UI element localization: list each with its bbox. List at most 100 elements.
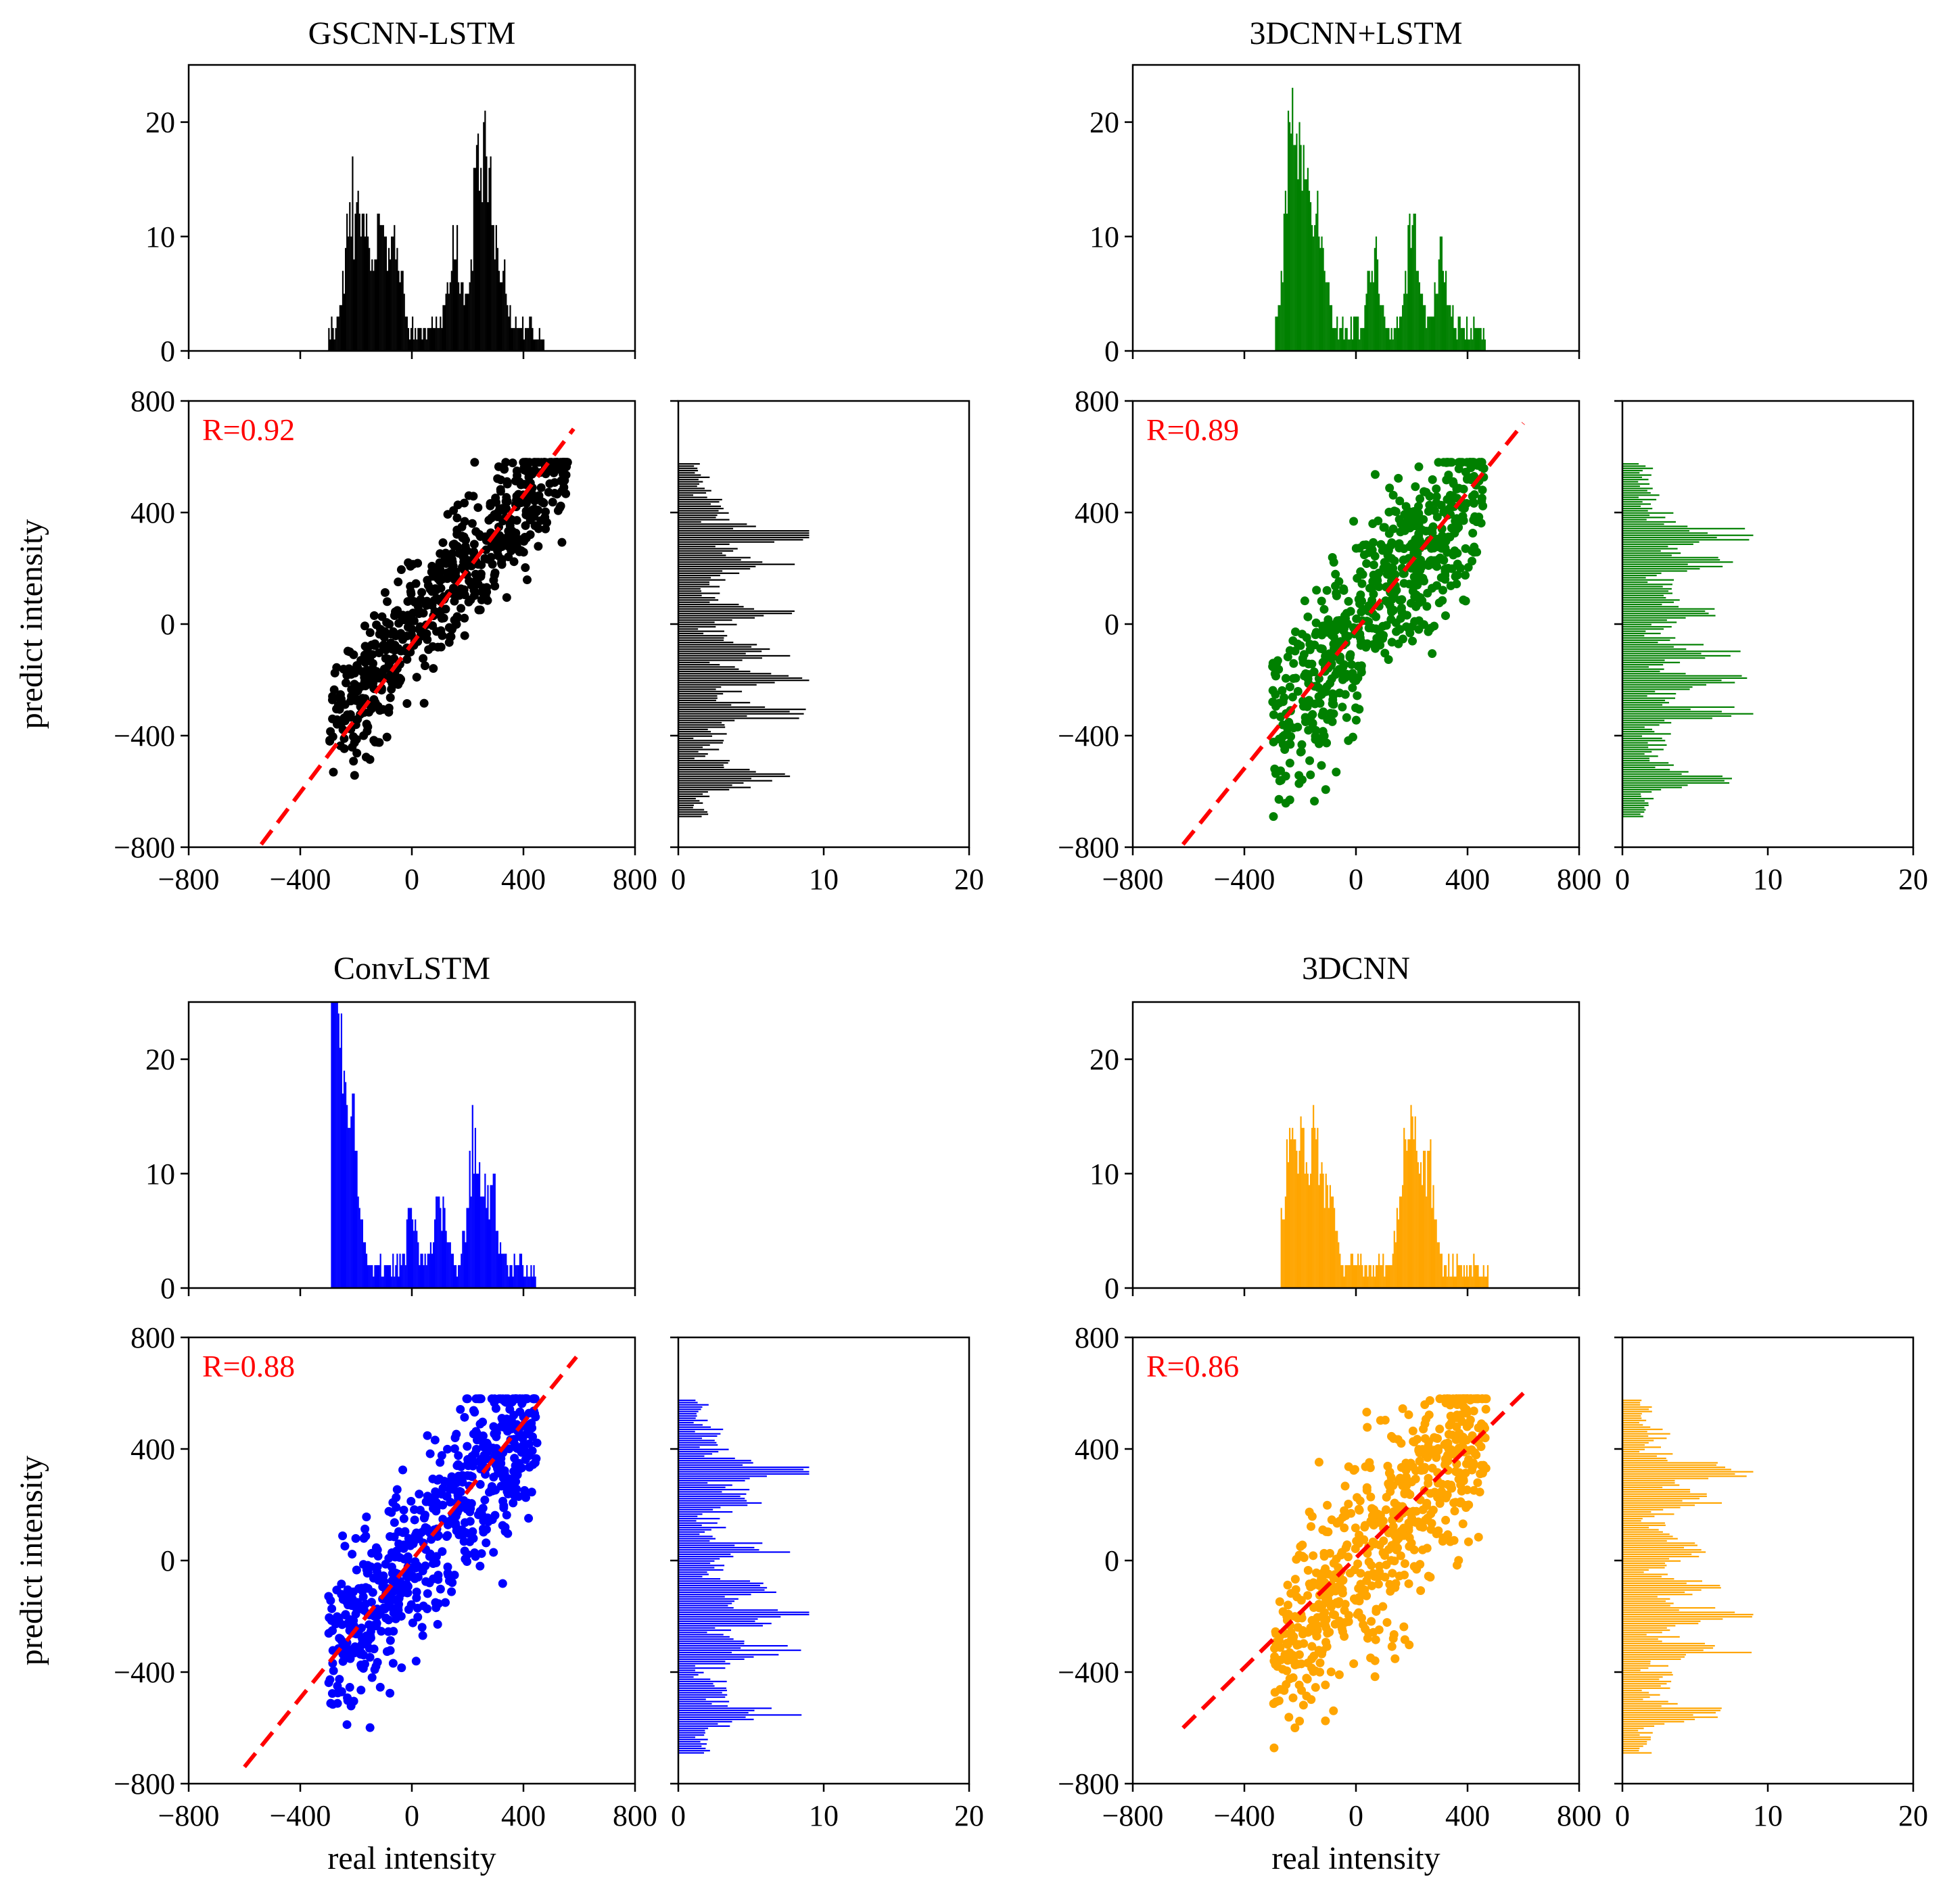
- right-hist-bar: [678, 1620, 755, 1622]
- scatter-point: [1432, 1529, 1441, 1538]
- right-hist-bar: [1622, 1587, 1721, 1589]
- top-hist-bar: [1293, 1139, 1295, 1288]
- scatter-point: [1387, 554, 1397, 563]
- y-tick-label: −800: [1058, 1767, 1119, 1801]
- top-hist-bar: [371, 1265, 373, 1288]
- scatter-point: [548, 498, 557, 507]
- right-hist-bar: [1622, 1437, 1667, 1439]
- right-hist-bar: [678, 706, 766, 708]
- top-hist-bar: [329, 339, 331, 351]
- top-hist-bar: [1470, 1265, 1472, 1288]
- top-hist-bar: [1478, 1277, 1480, 1288]
- top-hist-bar: [361, 213, 363, 351]
- scatter-point: [413, 598, 422, 607]
- top-hist-bar: [523, 339, 525, 351]
- top-hist-bar: [391, 236, 393, 351]
- top-hist-bar: [1438, 1242, 1440, 1288]
- top-hist-bar: [1313, 1105, 1315, 1288]
- scatter-point: [419, 628, 429, 638]
- scatter-point: [1459, 516, 1468, 525]
- scatter-point: [467, 579, 476, 588]
- scatter-point: [1363, 1423, 1372, 1432]
- top-hist-bar: [1432, 1185, 1434, 1288]
- right-hist-bar: [678, 599, 719, 601]
- top-hist-bar: [484, 1173, 486, 1288]
- scatter-point: [1411, 1518, 1420, 1527]
- top-hist-bar: [336, 316, 338, 351]
- right-hist-bar: [678, 1428, 724, 1431]
- right-hist-bar: [1622, 1560, 1681, 1562]
- right-hist-bar: [1622, 1522, 1665, 1524]
- right-hist-bar: [1622, 811, 1645, 813]
- scatter-point: [335, 1634, 344, 1643]
- scatter-point: [1370, 1539, 1380, 1548]
- scatter-point: [332, 705, 342, 714]
- top-hist-bar: [516, 328, 518, 351]
- top-hist-bar: [1297, 1173, 1299, 1288]
- scatter-point: [528, 1394, 538, 1404]
- right-hist-bar: [1622, 675, 1742, 677]
- right-hist-bar: [1622, 1600, 1666, 1602]
- top-hist-bar: [436, 1196, 438, 1288]
- top-hist-bar: [1415, 1150, 1417, 1288]
- scatter-point: [1367, 1581, 1377, 1590]
- y-tick-label: 400: [1075, 1433, 1119, 1466]
- top-hist-bar: [354, 1150, 356, 1288]
- right-hist-bar: [678, 498, 722, 501]
- right-hist-bar: [1622, 1417, 1642, 1419]
- right-hist-bar: [1622, 469, 1643, 472]
- top-hist-bar: [1305, 179, 1307, 351]
- scatter-point: [329, 1666, 338, 1675]
- x-tick-label: 20: [1898, 863, 1928, 896]
- right-hist-bar: [678, 744, 710, 746]
- right-hist-bar: [1622, 508, 1653, 510]
- y-tick-label: 20: [1089, 106, 1119, 139]
- right-hist-bar: [1622, 617, 1686, 619]
- scatter-point: [1357, 596, 1366, 606]
- scatter-point: [1449, 477, 1458, 486]
- scatter-point: [505, 1444, 514, 1454]
- right-hist-bar: [1622, 632, 1661, 635]
- top-hist-bar: [1409, 1139, 1411, 1288]
- top-hist-bar: [1393, 328, 1395, 351]
- scatter-point: [1384, 546, 1393, 555]
- scatter-point: [1438, 586, 1448, 595]
- scatter-point: [534, 524, 543, 533]
- top-hist-bar: [1459, 316, 1461, 351]
- right-hist-bar: [678, 568, 751, 570]
- right-hist-bar: [1622, 1533, 1670, 1536]
- scatter-point: [1463, 1537, 1473, 1546]
- scatter-point: [1412, 1565, 1422, 1574]
- scatter-point: [1291, 627, 1300, 637]
- top-hist-bar: [1421, 293, 1424, 351]
- top-hist-bar: [446, 1242, 448, 1288]
- top-hist-bar: [382, 1277, 384, 1288]
- right-hist-bar: [1622, 635, 1645, 637]
- top-hist-bar: [408, 339, 411, 351]
- scatter-point: [1340, 1506, 1349, 1515]
- top-hist-bar: [421, 1254, 423, 1288]
- right-hist-bar: [1622, 684, 1707, 686]
- scatter-point: [1269, 737, 1278, 746]
- scatter-point: [469, 547, 479, 556]
- right-hist-bar: [678, 621, 715, 623]
- scatter-point: [477, 595, 486, 604]
- scatter-point: [340, 700, 350, 709]
- scatter-point: [1336, 618, 1345, 627]
- top-hist-bar: [1357, 1254, 1359, 1288]
- top-hist-bar: [530, 316, 532, 351]
- scatter-point: [329, 685, 339, 694]
- scatter-point: [1379, 1536, 1388, 1546]
- scatter-point: [1403, 517, 1412, 526]
- right-hist-bar: [678, 1596, 725, 1598]
- right-hist-bar: [678, 1462, 753, 1464]
- scatter-point: [360, 642, 370, 651]
- top-hist-bar: [1368, 270, 1370, 351]
- scatter-point: [440, 1477, 449, 1486]
- scatter-point: [1314, 1458, 1323, 1467]
- scatter-point: [1380, 648, 1390, 658]
- scatter-point: [438, 1483, 448, 1493]
- scatter-point: [419, 609, 428, 618]
- r-value-label: R=0.89: [1146, 412, 1239, 447]
